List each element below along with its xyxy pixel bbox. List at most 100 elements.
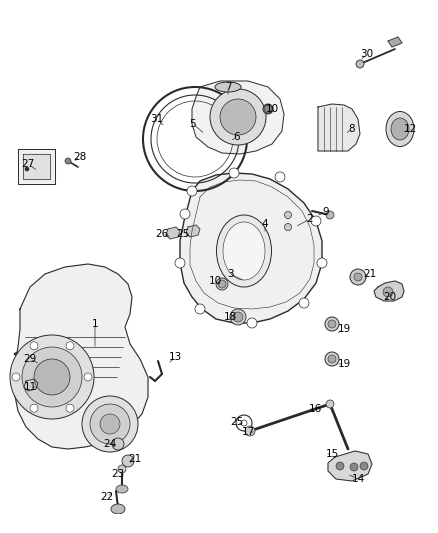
Text: 21: 21 — [128, 454, 141, 464]
Circle shape — [220, 99, 256, 135]
Ellipse shape — [325, 317, 339, 331]
Circle shape — [66, 342, 74, 350]
Circle shape — [328, 355, 336, 363]
Text: 10: 10 — [208, 276, 222, 286]
Circle shape — [285, 223, 292, 230]
Text: 21: 21 — [364, 269, 377, 279]
Text: 17: 17 — [241, 427, 254, 437]
Polygon shape — [166, 227, 180, 239]
Text: 14: 14 — [351, 474, 364, 484]
Text: 3: 3 — [227, 269, 233, 279]
Circle shape — [328, 320, 336, 328]
Text: 1: 1 — [92, 319, 98, 329]
Circle shape — [275, 172, 285, 182]
Text: 16: 16 — [308, 404, 321, 414]
Circle shape — [245, 426, 255, 436]
Polygon shape — [14, 264, 148, 449]
Circle shape — [311, 216, 321, 226]
Polygon shape — [328, 451, 372, 481]
Text: 26: 26 — [155, 229, 169, 239]
Circle shape — [326, 211, 334, 219]
Polygon shape — [180, 173, 322, 323]
Polygon shape — [18, 149, 55, 184]
Circle shape — [12, 373, 20, 381]
Ellipse shape — [216, 215, 272, 287]
Circle shape — [350, 269, 366, 285]
Text: 19: 19 — [337, 324, 351, 334]
Polygon shape — [192, 81, 284, 154]
Circle shape — [264, 105, 272, 113]
Circle shape — [82, 396, 138, 452]
Circle shape — [229, 168, 239, 178]
Ellipse shape — [386, 111, 414, 147]
Text: 27: 27 — [21, 159, 35, 169]
Circle shape — [100, 414, 120, 434]
Circle shape — [65, 158, 71, 164]
Circle shape — [112, 438, 124, 450]
Circle shape — [356, 60, 364, 68]
Ellipse shape — [325, 352, 339, 366]
Text: 11: 11 — [23, 382, 37, 392]
Text: 15: 15 — [325, 449, 339, 459]
Polygon shape — [24, 379, 38, 391]
Text: 7: 7 — [225, 82, 231, 92]
Circle shape — [317, 258, 327, 268]
Circle shape — [233, 312, 243, 322]
Ellipse shape — [223, 222, 265, 280]
Circle shape — [195, 304, 205, 314]
Text: 12: 12 — [403, 124, 417, 134]
Circle shape — [210, 89, 266, 145]
Circle shape — [122, 455, 134, 467]
Circle shape — [30, 342, 38, 350]
Circle shape — [30, 404, 38, 412]
Text: 24: 24 — [103, 439, 117, 449]
Text: 9: 9 — [323, 207, 329, 217]
Circle shape — [336, 462, 344, 470]
Text: 29: 29 — [23, 354, 37, 364]
Text: 25: 25 — [230, 417, 244, 427]
Text: 18: 18 — [223, 312, 237, 322]
Text: 28: 28 — [74, 152, 87, 162]
Polygon shape — [186, 225, 200, 237]
Circle shape — [25, 167, 29, 171]
Circle shape — [299, 298, 309, 308]
Polygon shape — [318, 104, 360, 151]
Circle shape — [90, 404, 130, 444]
Text: 25: 25 — [177, 229, 190, 239]
Circle shape — [180, 209, 190, 219]
Polygon shape — [374, 281, 404, 301]
Circle shape — [383, 287, 393, 297]
Circle shape — [10, 335, 94, 419]
Text: 2: 2 — [307, 214, 313, 224]
Text: 4: 4 — [261, 219, 268, 229]
Circle shape — [175, 258, 185, 268]
Polygon shape — [388, 37, 402, 47]
Circle shape — [350, 463, 358, 471]
Circle shape — [66, 404, 74, 412]
Circle shape — [187, 186, 197, 196]
Text: 8: 8 — [349, 124, 355, 134]
Circle shape — [360, 462, 368, 470]
Text: 19: 19 — [337, 359, 351, 369]
Ellipse shape — [216, 278, 228, 290]
Text: 13: 13 — [168, 352, 182, 362]
Circle shape — [326, 400, 334, 408]
Circle shape — [285, 212, 292, 219]
Circle shape — [247, 318, 257, 328]
Circle shape — [84, 373, 92, 381]
Text: 23: 23 — [111, 469, 125, 479]
Ellipse shape — [391, 118, 409, 140]
Ellipse shape — [116, 485, 128, 493]
Ellipse shape — [111, 504, 125, 514]
Polygon shape — [23, 154, 50, 179]
Ellipse shape — [215, 82, 241, 92]
Circle shape — [22, 347, 82, 407]
Text: 22: 22 — [100, 492, 113, 502]
Circle shape — [218, 280, 226, 288]
Text: 31: 31 — [150, 114, 164, 124]
Text: 6: 6 — [234, 132, 240, 142]
Text: 20: 20 — [383, 292, 396, 302]
Circle shape — [34, 359, 70, 395]
Circle shape — [354, 273, 362, 281]
Ellipse shape — [230, 309, 246, 325]
